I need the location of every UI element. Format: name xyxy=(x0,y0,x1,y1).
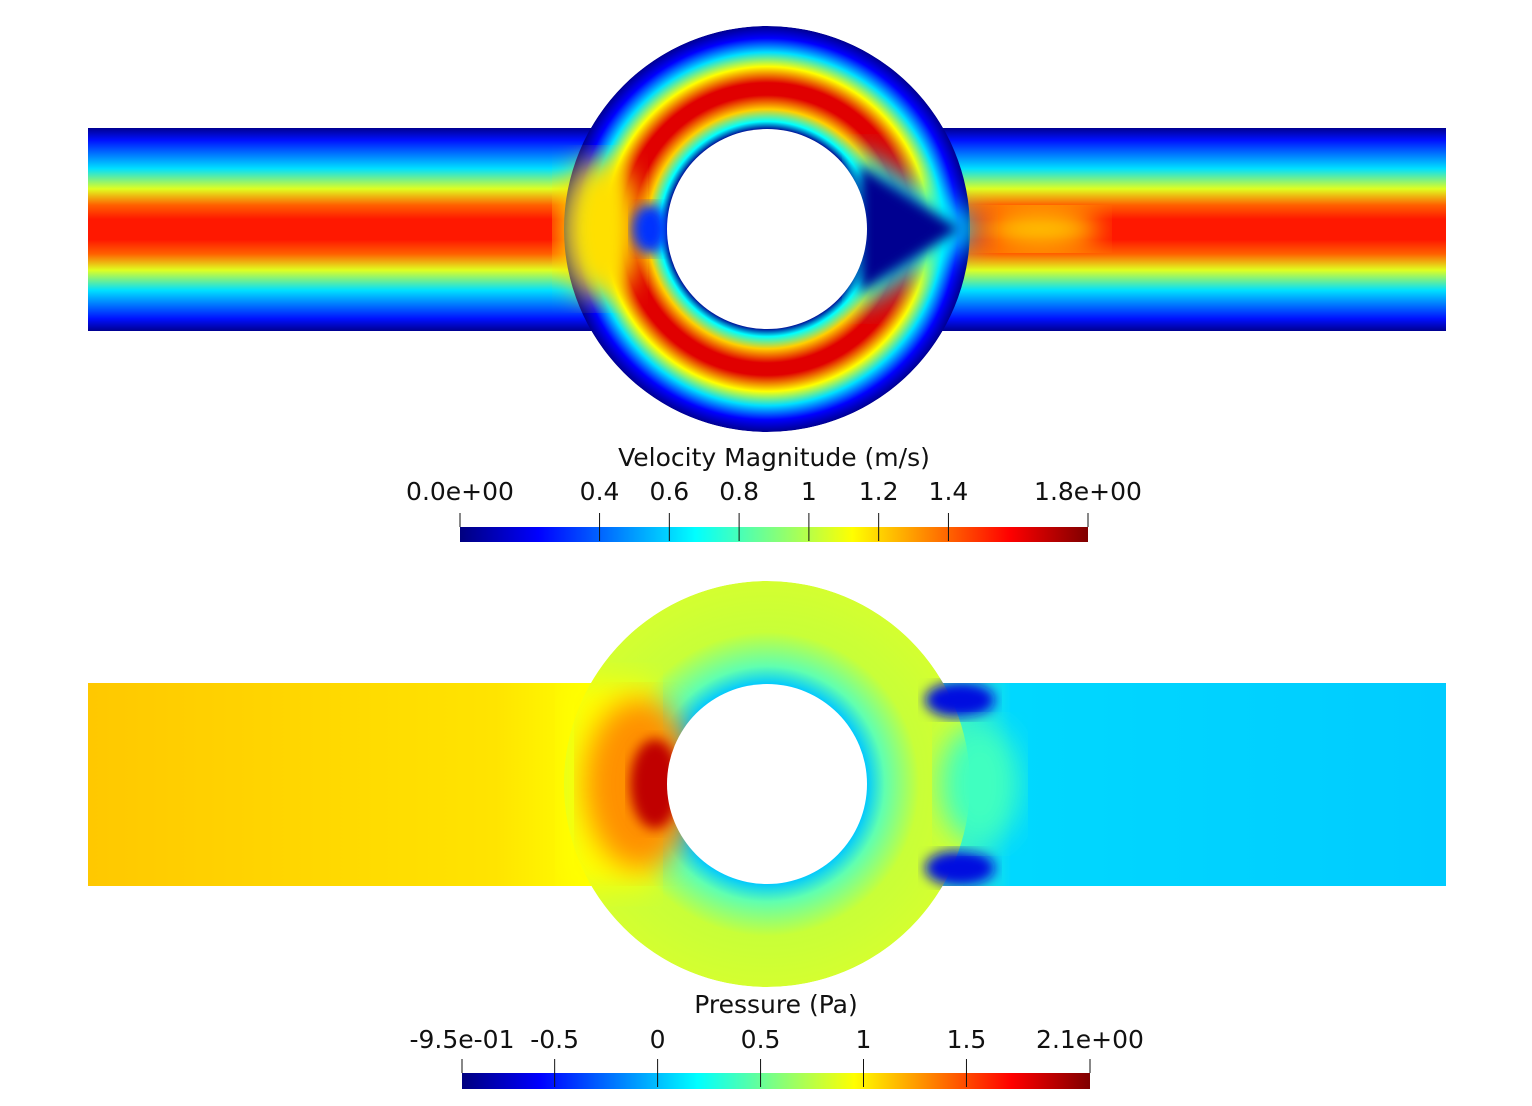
tick-label: 1.5 xyxy=(947,1025,987,1054)
tick-label: 0.4 xyxy=(580,477,620,506)
colorbar-title: Pressure (Pa) xyxy=(694,990,857,1019)
tick-label: 1 xyxy=(801,477,817,506)
tick-label: 1 xyxy=(856,1025,872,1054)
pressure-field-plot xyxy=(88,581,1446,987)
cylinder-obstacle xyxy=(667,684,867,884)
cylinder-obstacle xyxy=(667,129,867,329)
colorbar-title: Velocity Magnitude (m/s) xyxy=(618,443,930,472)
colorbar-gradient xyxy=(462,1073,1090,1089)
tick-label: 0.8 xyxy=(719,477,759,506)
pressure-colorbar: Pressure (Pa) -9.5e-01 2.1e+00 -0.5 0 0.5 1… xyxy=(410,990,1144,1089)
tick-label: 0.6 xyxy=(649,477,689,506)
tick-label: -0.5 xyxy=(530,1025,579,1054)
tick-label: 0.5 xyxy=(741,1025,781,1054)
range-max-label: 2.1e+00 xyxy=(1036,1025,1144,1054)
colorbar-gradient xyxy=(460,527,1088,542)
range-max-label: 1.8e+00 xyxy=(1034,477,1142,506)
range-min-label: -9.5e-01 xyxy=(410,1025,515,1054)
tick-label: 0 xyxy=(650,1025,666,1054)
tick-label: 1.4 xyxy=(929,477,969,506)
range-min-label: 0.0e+00 xyxy=(406,477,514,506)
velocity-field-plot xyxy=(88,26,1446,432)
tick-label: 1.2 xyxy=(859,477,899,506)
velocity-colorbar: Velocity Magnitude (m/s) 0.0e+00 1.8e+00… xyxy=(406,443,1142,542)
